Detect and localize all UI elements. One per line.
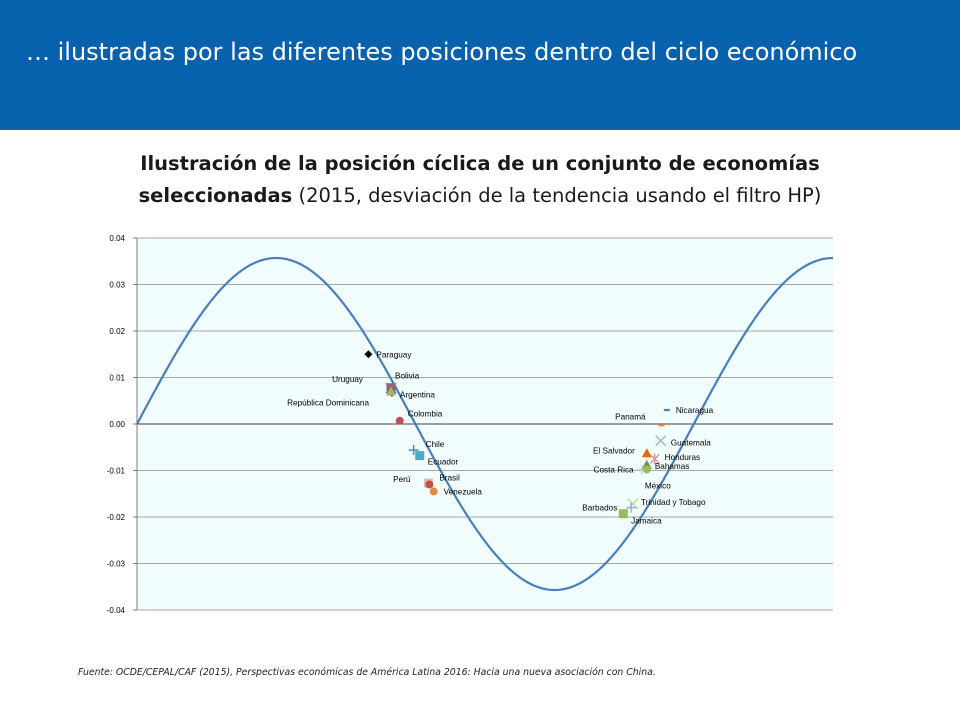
chart-title-subtitle: (2015, desviación de la tendencia usando… [292,184,822,207]
label-panama: Panamá [615,412,646,421]
chart-title-line1-text: Ilustración de la posición cíclica de un… [140,152,820,175]
marker-ecuador [415,451,425,461]
label-bolivia: Bolivia [395,372,420,381]
label-bahamas: Bahamas [655,462,690,471]
country-labels: Paraguay Bolivia Uruguay Argentina República… [287,350,713,525]
marker-chile [408,445,419,456]
label-republica-dominicana: República Dominicana [287,398,369,407]
marker-jamaica [626,502,637,513]
marker-colombia [395,416,404,425]
label-venezuela: Venezuela [444,487,483,496]
label-chile: Chile [426,440,445,449]
marker-el-salvador [641,448,652,458]
y-tick-label: -0.04 [107,606,126,615]
label-nicaragua: Nicaragua [676,406,714,415]
marker-brasil [425,480,434,489]
chart-title-line2: seleccionadas (2015, desviación de la te… [0,180,960,212]
y-tick-label: 0.03 [109,281,125,290]
slide-title: … ilustradas por las diferentes posicion… [26,38,858,66]
label-barbados: Barbados [582,504,617,513]
header-bar: … ilustradas por las diferentes posicion… [0,0,960,130]
label-el-salvador: El Salvador [593,446,635,455]
marker-mexico [642,465,651,474]
chart-title-line1: Ilustración de la posición cíclica de un… [0,148,960,180]
label-trinidad-y-tobago: Trinidad y Tobago [641,498,706,507]
label-guatemala: Guatemala [671,439,711,448]
y-axis: 0.04 0.03 0.02 0.01 0.00 -0.01 -0.02 -0.03 -0.04 [107,234,138,615]
y-tick-label: 0.00 [109,420,125,429]
marker-paraguay [364,350,373,359]
y-tick-label: -0.01 [107,467,126,476]
y-tick-label: -0.03 [107,560,126,569]
label-ecuador: Ecuador [428,458,459,467]
label-brasil: Brasil [439,473,460,482]
marker-barbados [618,509,628,519]
label-colombia: Colombia [408,410,443,419]
label-paraguay: Paraguay [376,350,412,359]
label-mexico: México [645,482,671,491]
label-honduras: Honduras [665,453,701,462]
marker-guatemala [655,435,667,447]
label-argentina: Argentina [400,390,435,399]
label-jamaica: Jamaica [631,517,662,526]
label-costa-rica: Costa Rica [594,466,634,475]
y-tick-label: 0.04 [109,234,125,243]
marker-venezuela [429,487,438,496]
marker-republica-dominicana [386,386,397,396]
cycle-curve [136,256,834,592]
label-peru: Perú [393,475,411,484]
y-tick-label: -0.02 [107,513,126,522]
y-tick-label: 0.02 [109,327,125,336]
marker-honduras [649,453,660,465]
label-uruguay: Uruguay [332,375,364,384]
country-markers [364,350,670,519]
chart-title: Ilustración de la posición cíclica de un… [0,148,960,212]
source-note: Fuente: OCDE/CEPAL/CAF (2015), Perspecti… [78,667,656,678]
y-tick-label: 0.01 [109,374,125,383]
chart-title-bold: seleccionadas [138,184,293,207]
